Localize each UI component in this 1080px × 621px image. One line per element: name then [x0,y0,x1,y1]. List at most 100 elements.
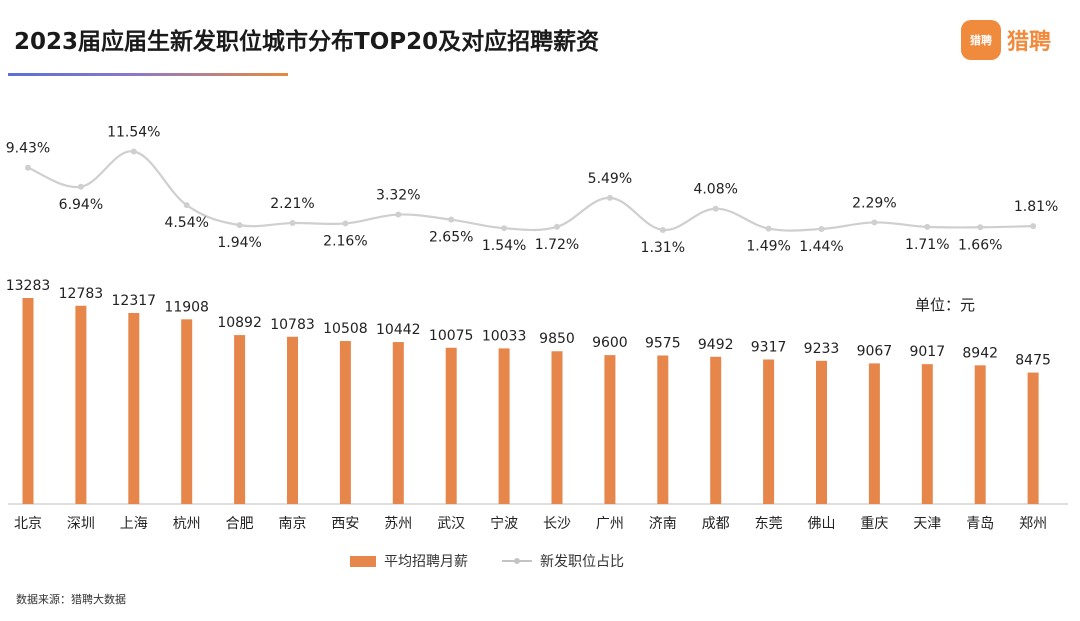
bar-label-1: 12783 [59,286,104,302]
line-point-16 [871,219,878,226]
line-point-10 [554,223,560,230]
x-tick-11: 广州 [596,516,624,532]
x-tick-5: 南京 [279,516,307,532]
bar-6 [339,341,351,504]
bar-label-13: 9492 [698,337,734,353]
line-point-5 [289,220,296,227]
bar-17 [921,364,933,504]
line-markers [25,148,1037,233]
line-label-5: 2.21% [270,196,314,212]
legend-bar-swatch [350,555,376,567]
line-label-6: 2.16% [323,233,367,249]
legend: 平均招聘月薪 新发职位占比 [350,551,624,571]
legend-item-salary: 平均招聘月薪 [350,551,468,571]
legend-label-salary: 平均招聘月薪 [384,554,468,570]
x-tick-14: 东莞 [755,516,783,532]
bar-label-7: 10442 [376,322,421,338]
bar-1 [75,305,87,504]
bar-label-2: 12317 [112,293,157,309]
line-label-9: 1.54% [482,238,526,254]
bar-4 [234,335,246,504]
bar-14 [763,359,775,504]
x-tick-2: 上海 [120,516,148,532]
x-tick-6: 西安 [331,516,359,532]
x-tick-19: 郑州 [1019,516,1047,532]
bar-label-9: 10033 [482,328,527,344]
line-labels: 9.43% 6.94% 11.54% 4.54% 1.94% 2.21% 2.16% 3.32… [6,125,1059,256]
line-point-0 [25,164,31,171]
line-point-12 [659,226,666,233]
bar-label-0: 13283 [6,278,51,294]
legend-label-share: 新发职位占比 [540,554,624,570]
line-label-15: 1.44% [799,239,843,255]
logo-text: 猎聘 [1007,30,1052,55]
x-tick-4: 合肥 [226,516,254,532]
line-point-13 [712,205,719,212]
x-tick-17: 天津 [913,516,941,532]
line-label-13: 4.08% [693,182,737,198]
x-tick-16: 重庆 [860,516,888,532]
bar-series [22,298,1039,504]
legend-line-swatch [502,558,532,564]
bar-12 [657,355,669,504]
x-tick-9: 宁波 [490,515,518,532]
line-point-4 [236,222,243,229]
line-label-16: 2.29% [852,195,896,211]
data-source: 数据来源：猎聘大数据 [16,593,126,606]
x-tick-15: 佛山 [808,516,836,532]
line-point-9 [501,225,508,232]
bar-2 [128,312,140,504]
line-label-0: 9.43% [6,141,50,157]
line-point-15 [818,225,825,232]
line-label-4: 1.94% [217,235,261,251]
bar-label-19: 8475 [1015,353,1051,369]
x-tick-12: 济南 [649,516,677,532]
x-tick-8: 武汉 [437,516,465,532]
line-point-2 [130,148,137,155]
line-point-6 [342,220,349,227]
legend-item-share: 新发职位占比 [502,551,624,571]
line-point-8 [448,216,455,223]
bar-label-6: 10508 [323,321,368,337]
bar-label-15: 9233 [804,341,840,357]
bar-3 [181,319,193,504]
unit-label: 单位：元 [915,296,976,314]
bar-label-16: 9067 [857,343,893,359]
line-label-14: 1.49% [746,239,790,255]
bar-7 [392,342,404,504]
bar-label-3: 11908 [164,299,209,315]
bar-label-11: 9600 [592,335,628,351]
line-label-18: 1.66% [958,237,1002,253]
bar-labels: 13283 12783 12317 11908 10892 10783 10508 10442… [6,278,1051,369]
line-point-19 [1030,223,1037,230]
x-tick-0: 北京 [14,516,42,532]
bar-18 [974,365,986,504]
bar-label-5: 10783 [270,317,315,333]
brand-logo: 猎聘 猎聘 [961,20,1051,60]
bar-10 [551,351,563,504]
x-tick-labels: 北京 深圳 上海 杭州 合肥 南京 西安 苏州 武汉 宁波 长沙 广州 济南 成都 东莞 佛山 重庆 天津 青岛 郑州 [14,515,1047,532]
line-label-11: 5.49% [588,171,632,187]
line-label-10: 1.72% [535,237,579,253]
bar-19 [1027,372,1039,504]
line-label-19: 1.81% [1014,199,1058,215]
line-label-12: 1.31% [641,240,685,256]
bar-0 [22,298,34,504]
bar-label-18: 8942 [962,345,998,361]
line-point-7 [395,211,402,218]
line-point-14 [765,225,772,232]
bar-label-12: 9575 [645,336,681,352]
chart-title: 2023届应届生新发职位城市分布TOP20及对应招聘薪资 [14,29,600,55]
bar-11 [604,355,616,504]
bar-8 [445,347,457,504]
bar-13 [710,356,722,504]
line-label-1: 6.94% [59,197,103,213]
line-point-1 [77,183,84,190]
line-point-17 [924,223,931,230]
x-tick-10: 长沙 [543,516,571,532]
line-point-3 [183,202,190,209]
x-tick-13: 成都 [702,516,730,532]
line-label-8: 2.65% [429,230,473,246]
bar-label-10: 9850 [539,331,575,347]
